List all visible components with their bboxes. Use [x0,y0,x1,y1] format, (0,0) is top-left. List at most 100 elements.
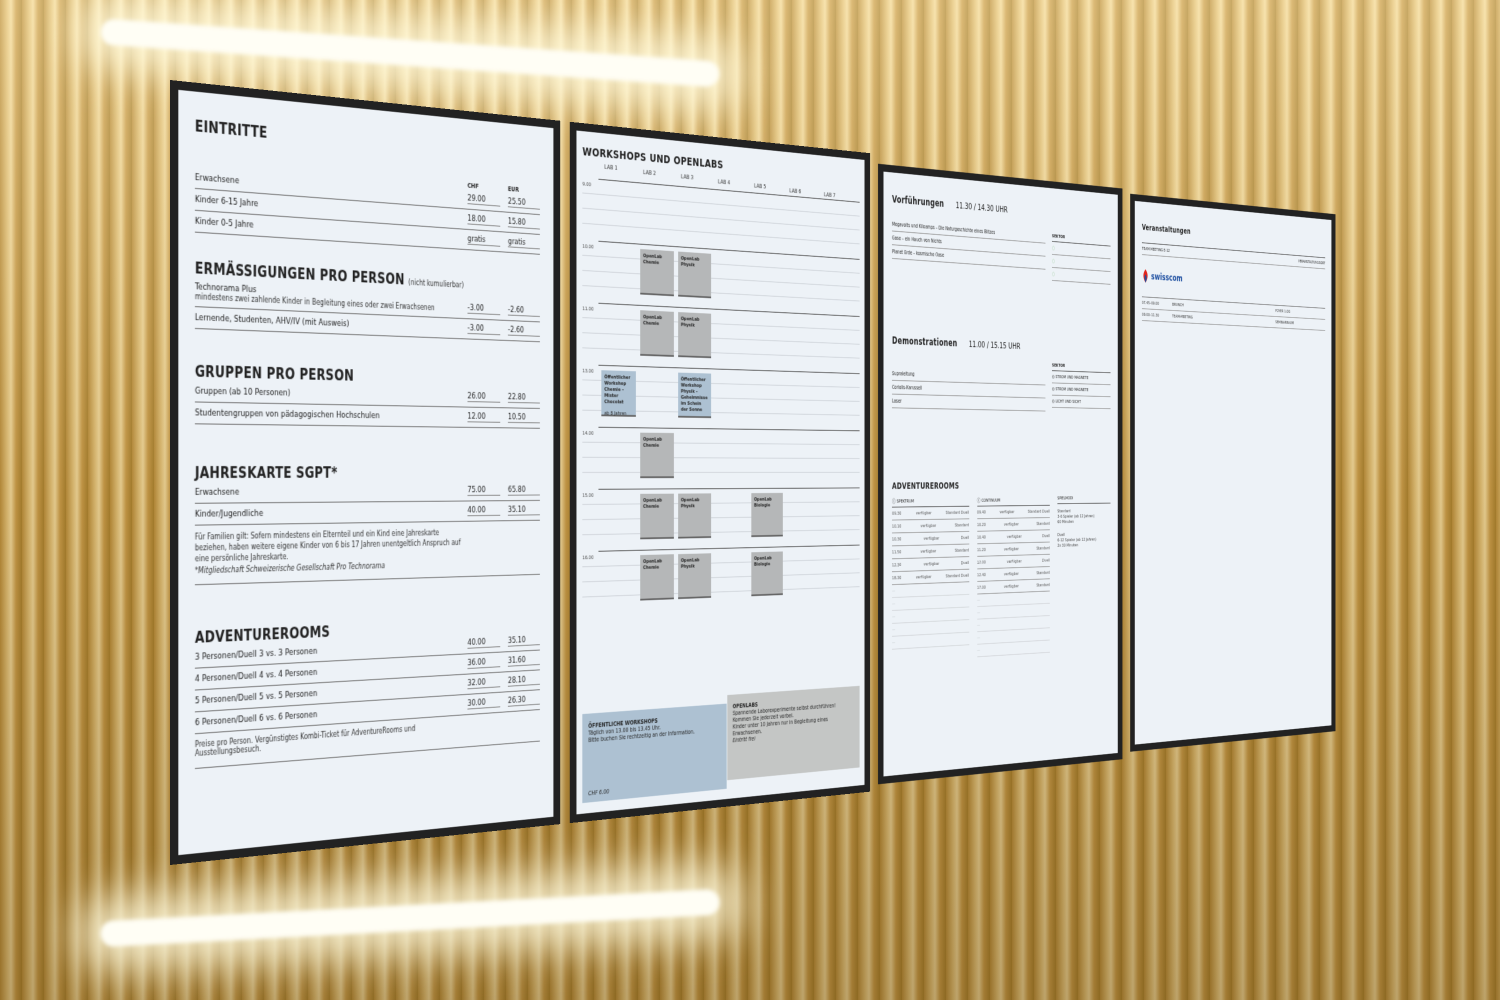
price-chf: 40.00 [467,505,501,517]
price-chf: 18.00 [467,214,501,227]
slot-status: verfügbar [1006,558,1022,565]
slot-mode: Duell [960,534,969,541]
price-eur: 35.10 [507,505,540,516]
quarter-line [582,501,860,505]
time-label: 14.00 [582,430,594,437]
vorfuehrungen-times: 11.30 / 14.30 UHR [955,200,1008,215]
price-chf: 30.00 [467,697,501,710]
price-chf: 75.00 [467,485,501,496]
slot-status: verfügbar [920,548,937,555]
vorfuehrungen-title: Vorführungen [891,193,945,210]
quarter-line [582,332,860,345]
price-eur: 26.30 [507,694,540,707]
hour-line [598,487,860,490]
slot-time: 12.00 [977,559,986,566]
openlabs-info: OPENLABS Spannende Laborexperimente selb… [727,685,860,781]
price-chf: 29.00 [467,193,501,207]
lab-header-1: LAB 1 [604,163,618,172]
slot-mode: Standard [1036,582,1050,589]
slot-status: verfügbar [1003,583,1019,590]
ort-header: VERANSTALTUNGSORT [1298,258,1326,266]
price-eur: gratis [507,237,540,250]
block-title: OpenLab Chemie [643,252,662,266]
hour-line [598,364,860,375]
openlab-block: OpenLab Physik [678,251,712,299]
openlab-block: OpenLab Biologie [751,492,783,538]
slot-status: verfügbar [915,574,932,581]
row-label: Gruppen (ab 10 Personen) [194,386,291,399]
quarter-line [582,472,860,473]
slot-status: verfügbar [1006,533,1022,540]
slot-mode: Standard [954,522,969,529]
slot-status: verfügbar [920,522,937,529]
block-title: OpenLab Chemie [643,497,662,510]
quarter-line [582,529,860,536]
time-label: 10.00 [582,243,594,251]
slot-time: 09.30 [891,510,902,517]
block-title: OpenLab Physik [680,496,700,510]
event-time: 07.45–09.00 [1141,300,1159,307]
slot-mode: Duell [960,560,969,566]
block-title: OpenLab Chemie [643,313,662,327]
price-eur: 25.50 [507,197,540,210]
public-workshops-info: ÖFFENTLICHE WORKSHOPS Täglich von 13.00 … [582,703,727,804]
openlab-block: OpenLab Chemie [640,493,674,540]
price-eur: 31.60 [507,654,540,667]
openlab-block: OpenLab Chemie [640,554,674,601]
spielmodus: Standard 3-6 Spieler (ab 12 Jahren) 60 Min… [1057,508,1110,525]
block-title: OpenLab Physik [680,315,700,329]
price-label: Studentengruppen von pädagogischen Hochs… [195,408,460,422]
slot-status: verfügbar [923,535,940,542]
block-title: OpenLab Chemie [643,436,662,449]
block-title: OpenLab Physik [680,557,700,570]
slot-row: 09.30 verfügbar Standard Duell [891,506,969,521]
price-label: Gruppen (ab 10 Personen) [195,387,460,402]
block-title: OpenLab Chemie [643,558,662,571]
lab-header-2: LAB 2 [643,168,656,177]
slot-status: verfügbar [1003,521,1019,528]
workshop-price: CHF 6.00 [588,788,610,798]
time-label: 15.00 [582,492,594,499]
mode-line: 60 Minuten [1057,519,1074,525]
price-chf: 12.00 [467,412,501,423]
price-chf: -3.00 [467,303,501,316]
events-screen: Veranstaltungen TEAM MEETING E-12 VERANST… [1130,193,1336,752]
slot-mode: Standard [954,547,969,554]
slot-mode: Standard Duell [1027,508,1050,515]
swisscom-logo: swisscom [1142,268,1325,295]
quarter-line [582,515,860,521]
event-where: FOYER 1.OG [1275,308,1291,315]
price-chf: 36.00 [467,656,501,669]
prices-screen: EINTRITTE CHF EUR Erwachsene 29.00 25.50 Ki… [170,80,561,865]
spielmodi-title: SPIELMODI [1057,492,1111,505]
shows-screen: Vorführungen 11.30 / 14.30 UHR Megavolts … [878,163,1123,785]
slot-time: 10.10 [891,523,902,530]
openlab-block: OpenLab Chemie [640,432,674,479]
quarter-line [582,207,860,231]
price-eur: 28.10 [507,674,540,687]
event-what: TEAM-MEETING [1172,313,1193,320]
lab-header-4: LAB 4 [717,177,731,186]
time-label: 11.00 [582,305,594,313]
adventurerooms-title: ADVENTUREROOMS [891,480,960,492]
quarter-line [582,572,860,583]
price-eur: 35.10 [507,634,540,647]
slot-time: 18.30 [891,575,902,582]
price-eur: 10.50 [507,412,540,424]
price-eur: 15.80 [507,217,540,230]
slot-time: 09.40 [977,509,986,516]
room-name: CONTINUUM [981,497,1001,504]
lab-header-7: LAB 7 [823,191,836,199]
slot-mode: Duell [1042,533,1050,539]
lab-header-3: LAB 3 [680,173,694,182]
slot-time: 11.50 [891,549,902,556]
slot-time: 17.00 [977,584,986,591]
slot-status: verfügbar [923,561,940,568]
hour-line [598,302,860,317]
block-title: Öffentlicher Workshop Chemie – Mister Ch… [604,373,631,406]
quarter-line [582,254,860,274]
quarter-line [582,285,860,302]
block-title: OpenLab Physik [680,255,700,269]
quarter-line [582,586,860,598]
event-where: SEMINARRAUM [1275,319,1294,326]
